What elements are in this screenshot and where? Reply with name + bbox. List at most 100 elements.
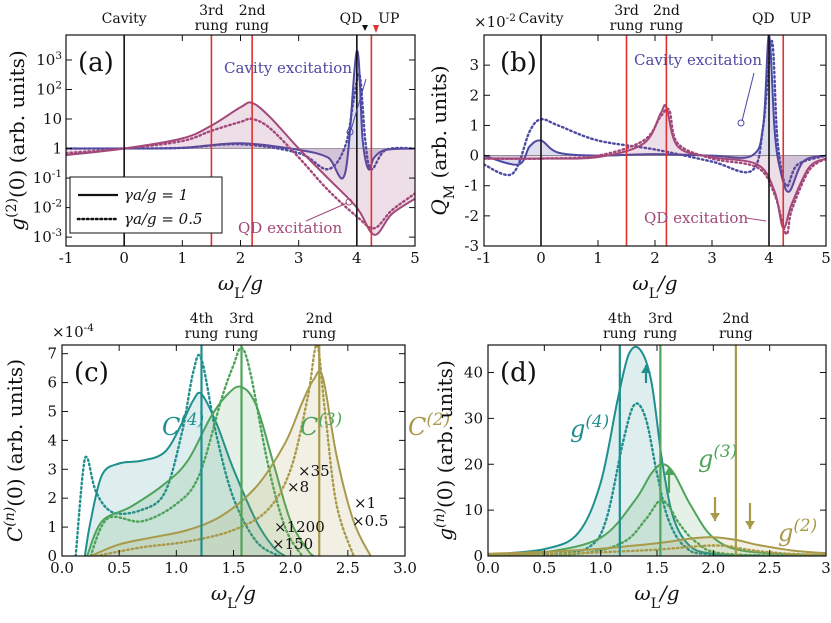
top-label: 3rd <box>229 311 254 327</box>
annotation-qd-marker <box>345 198 353 206</box>
top-label: 2nd <box>306 311 333 327</box>
x-tick-label: 1.5 <box>645 559 669 577</box>
top-label: rung <box>644 326 678 342</box>
top-label: Cavity <box>519 11 564 27</box>
x-tick-label: 3 <box>821 559 831 577</box>
y-multiplier: ×10-4 <box>52 322 94 341</box>
x-axis-label: ωL/g <box>632 271 677 302</box>
x-tick-label: 3 <box>294 249 304 267</box>
top-label: rung <box>719 326 753 342</box>
x-tick-label: 2 <box>650 249 660 267</box>
series-fill-0-2 <box>66 102 415 235</box>
y-tick-label: -2 <box>464 207 479 225</box>
annotation-qd: QD excitation <box>644 209 748 227</box>
annotation-cavity-pointer <box>741 72 755 122</box>
top-label: rung <box>650 18 684 34</box>
annotation-qd: QD excitation <box>238 219 342 237</box>
top-label: rung <box>610 18 644 34</box>
top-label: 3rd <box>614 3 639 19</box>
top-label: QD <box>340 11 363 27</box>
top-label: rung <box>235 18 269 34</box>
curve-label: g(4) <box>570 411 609 443</box>
top-label: 4th <box>608 311 632 327</box>
series-line-3-5 <box>488 544 826 556</box>
x-tick-label: 0.5 <box>107 559 131 577</box>
curve-label: g(3) <box>698 441 737 473</box>
series-line-2-4 <box>89 370 372 556</box>
y-tick-label: 3 <box>469 56 479 74</box>
series-line-1-3 <box>484 107 826 236</box>
x-tick-label: 5 <box>821 249 831 267</box>
x-tick-label: 1 <box>178 249 188 267</box>
top-label: rung <box>185 326 219 342</box>
x-tick-label: 4 <box>764 249 774 267</box>
series-line-1-1 <box>484 39 826 188</box>
y-axis-label: C(n)(0) (arb. units) <box>2 359 27 542</box>
scale-factor-label: ×35 <box>298 462 330 480</box>
series-line-0-3 <box>66 117 415 230</box>
x-tick-label: 3 <box>707 249 717 267</box>
top-label: rung <box>603 326 637 342</box>
x-tick-label: 0.0 <box>50 559 74 577</box>
series-line-2-5 <box>95 345 355 556</box>
arrow-up-g4-head <box>641 365 651 373</box>
panel-0-plot-area <box>66 50 415 236</box>
x-tick-label: 0 <box>536 249 546 267</box>
y-tick-label: 10-3 <box>33 227 62 246</box>
x-tick-label: 2.5 <box>758 559 782 577</box>
scale-factor-label: ×150 <box>272 535 313 553</box>
panel-1-plot-area <box>484 35 826 236</box>
legend-box <box>69 176 223 234</box>
x-tick-label: 1.0 <box>164 559 188 577</box>
y-tick-label: 1 <box>47 518 57 536</box>
y-tick-label: 10-2 <box>33 198 62 217</box>
arrow-up-g3-head <box>664 467 674 475</box>
top-label: 3rd <box>648 311 673 327</box>
x-tick-label: 1.5 <box>222 559 246 577</box>
y-tick-label: 2 <box>469 86 479 104</box>
y-tick-label: 1 <box>469 116 479 134</box>
top-label: rung <box>225 326 259 342</box>
x-tick-label: 3.0 <box>393 559 417 577</box>
top-label: 2nd <box>722 311 749 327</box>
y-tick-label: -3 <box>464 237 479 255</box>
x-tick-label: 2.5 <box>336 559 360 577</box>
legend-entry: γa/g = 1 <box>124 186 188 204</box>
y-tick-label: 0 <box>473 547 483 565</box>
y-tick-label: 0 <box>47 547 57 565</box>
scale-factor-label: ×0.5 <box>352 512 388 530</box>
top-label: rung <box>195 18 229 34</box>
x-tick-label: -1 <box>59 249 74 267</box>
series-fill-3-0 <box>488 346 826 556</box>
x-tick-label: 0.0 <box>476 559 500 577</box>
y-axis-label: g(n)(0) (arb. units) <box>432 360 457 541</box>
arrow-down-g2-a-head <box>710 513 720 521</box>
y-tick-label: 10-1 <box>33 168 62 187</box>
top-label: Cavity <box>102 11 147 27</box>
curve-label: C(4) <box>162 409 204 441</box>
y-tick-label: 10 <box>464 501 483 519</box>
annotation-cavity: Cavity excitation <box>634 51 762 69</box>
top-label: 2nd <box>653 3 680 19</box>
annotation-qd-pointer <box>745 217 767 222</box>
up-marker-icon <box>373 25 379 33</box>
x-tick-label: 2.0 <box>279 559 303 577</box>
top-label: 2nd <box>239 3 266 19</box>
y-tick-label: 3 <box>47 460 57 478</box>
top-label: 3rd <box>199 3 224 19</box>
series-line-3-1 <box>488 402 826 556</box>
x-tick-label: 1.0 <box>589 559 613 577</box>
x-tick-label: 4 <box>352 249 362 267</box>
y-tick-label: 5 <box>47 402 57 420</box>
scale-factor-label: ×1200 <box>274 518 325 536</box>
legend-entry: γa/g = 0.5 <box>124 210 203 228</box>
series-fill-2-0 <box>84 392 286 556</box>
qd-marker-icon <box>362 25 368 31</box>
series-fill-3-2 <box>488 464 826 556</box>
panel-label: (b) <box>500 48 537 78</box>
panel-label: (a) <box>78 48 114 78</box>
y-multiplier: ×10-2 <box>474 12 516 31</box>
series-fill-1-2 <box>484 105 826 229</box>
y-axis-label: g(2)(0) (arb. units) <box>4 50 29 230</box>
